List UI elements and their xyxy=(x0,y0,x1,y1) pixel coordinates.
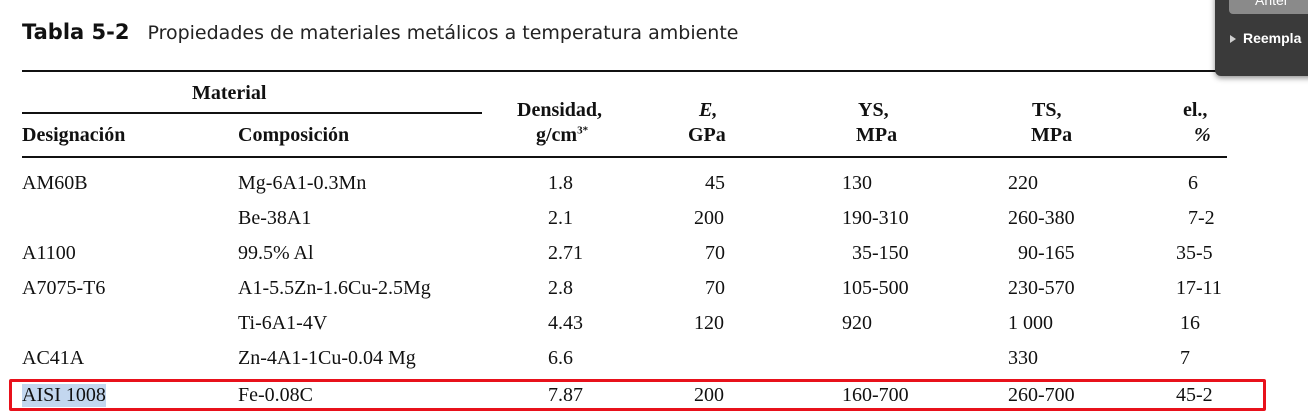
cell-ts: 260-380 xyxy=(1008,207,1075,229)
cell-ys: 190-310 xyxy=(842,207,909,229)
header-el-line2: % xyxy=(1194,124,1211,146)
header-ts-line1: TS, xyxy=(1032,99,1062,121)
cell-composicion: 99.5% Al xyxy=(238,242,314,264)
header-ts-line2: MPa xyxy=(1031,124,1073,146)
cell-e: 200 xyxy=(694,207,724,229)
cell-ys: 35-150 xyxy=(852,242,909,264)
cell-densidad: 4.43 xyxy=(548,312,583,334)
cell-composicion: Zn-4A1-1Cu-0.04 Mg xyxy=(238,347,416,369)
cell-composicion: Mg-6A1-0.3Mn xyxy=(238,172,367,194)
cell-designacion: AM60B xyxy=(22,172,88,194)
cell-ts: 330 xyxy=(1008,347,1038,369)
cell-ts: 90-165 xyxy=(1018,242,1075,264)
header-e-line2: GPa xyxy=(688,124,726,146)
header-e-line1: E, xyxy=(699,99,718,121)
material-group-rule xyxy=(22,112,482,114)
cell-e: 120 xyxy=(694,312,724,334)
expand-arrow-icon[interactable] xyxy=(1230,35,1236,43)
cell-ts: 220 xyxy=(1008,172,1038,194)
header-material: Material xyxy=(192,82,267,104)
cell-el: 45-2 xyxy=(1176,384,1213,406)
cell-designacion: A7075-T6 xyxy=(22,277,106,299)
cell-ts: 260-700 xyxy=(1008,384,1075,406)
cell-el: 35-5 xyxy=(1176,242,1213,264)
cell-densidad: 2.71 xyxy=(548,242,583,264)
cell-el: 16 xyxy=(1180,312,1200,334)
cell-el: 6 xyxy=(1188,172,1198,194)
cell-e: 70 xyxy=(705,277,725,299)
header-ys-line2: MPa xyxy=(856,124,898,146)
cell-e: 200 xyxy=(694,384,724,406)
cell-composicion: Fe-0.08C xyxy=(238,384,313,406)
header-densidad-line2: g/cm3* xyxy=(536,124,589,146)
cell-composicion: Be-38A1 xyxy=(238,207,312,229)
header-composicion: Composición xyxy=(238,124,350,146)
cell-designacion: A1100 xyxy=(22,242,76,264)
cell-densidad: 1.8 xyxy=(548,172,573,194)
table-caption: Propiedades de materiales metálicos a te… xyxy=(147,22,739,44)
table-title: Tabla 5-2 Propiedades de materiales metá… xyxy=(22,20,738,44)
cell-composicion: Ti-6A1-4V xyxy=(238,312,328,334)
replace-button[interactable]: Reempla xyxy=(1243,30,1302,46)
cell-designacion-selected[interactable]: AISI 1008 xyxy=(22,384,106,407)
header-bottom-rule xyxy=(22,156,1227,158)
top-rule xyxy=(22,70,1227,72)
cell-e: 70 xyxy=(705,242,725,264)
table-number: Tabla 5-2 xyxy=(22,20,130,44)
header-designacion: Designación xyxy=(22,124,126,146)
cell-ys: 105-500 xyxy=(842,277,909,299)
cell-ys: 920 xyxy=(842,312,872,334)
cell-designacion: AC41A xyxy=(22,347,85,369)
cell-el: 7-2 xyxy=(1188,207,1215,229)
cell-e: 45 xyxy=(705,172,725,194)
cell-densidad: 2.8 xyxy=(548,277,573,299)
cell-el: 7 xyxy=(1180,347,1190,369)
header-ys-line1: YS, xyxy=(858,99,889,121)
cell-densidad: 6.6 xyxy=(548,347,573,369)
row-highlight-box xyxy=(9,379,1266,411)
cell-composicion: A1-5.5Zn-1.6Cu-2.5Mg xyxy=(238,277,431,299)
cell-ts: 230-570 xyxy=(1008,277,1075,299)
cell-densidad: 2.1 xyxy=(548,207,573,229)
context-popup: Anter Reempla xyxy=(1215,0,1308,76)
cell-ys: 130 xyxy=(842,172,872,194)
cell-ts: 1 000 xyxy=(1008,312,1053,334)
cell-densidad: 7.87 xyxy=(548,384,583,406)
header-densidad-line1: Densidad, xyxy=(517,99,603,121)
cell-el: 17-11 xyxy=(1176,277,1222,299)
previous-button[interactable]: Anter xyxy=(1229,0,1308,14)
cell-ys: 160-700 xyxy=(842,384,909,406)
header-el-line1: el., xyxy=(1183,99,1208,121)
